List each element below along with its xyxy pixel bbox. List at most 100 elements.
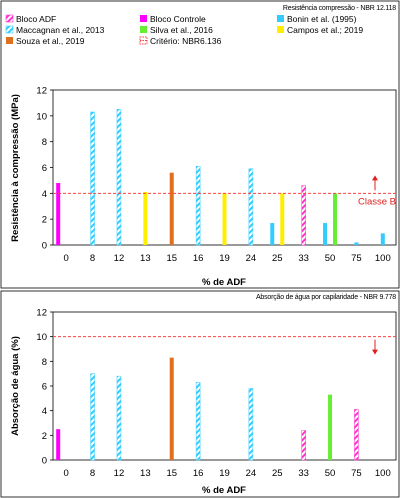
bar [328,394,333,460]
bar [301,185,306,246]
y-tick-label: 6 [42,163,47,174]
y-tick-label: 2 [42,431,47,442]
bar [56,429,61,460]
legend-item: Bloco Controle [140,14,206,24]
x-tick-label: 15 [166,253,177,264]
x-tick-label: 8 [90,468,95,479]
x-tick-label: 13 [140,468,151,479]
bar [301,430,306,461]
y-tick-label: 12 [36,308,47,319]
legend-label: Silva et al., 2016 [150,25,213,35]
legend-label: Campos et al.; 2019 [287,25,363,35]
legend-label: Bloco ADF [16,14,56,24]
top-x-axis-label: % de ADF [202,277,246,288]
arrow-head-down [372,349,378,355]
y-tick-label: 0 [42,241,47,252]
legend-item: Campos et al.; 2019 [277,25,363,35]
bar [116,375,122,461]
legend-item: Maccagnan et al., 2013 [5,25,105,35]
legend-label: Bloco Controle [150,14,206,24]
x-tick-label: 33 [298,253,309,264]
legend-swatch [5,14,14,23]
y-tick-label: 10 [36,111,47,122]
bottom-chart-note: Absorção de água por capilaridade - NBR … [256,294,396,301]
legend-label: Critério: NBR6.136 [150,36,222,46]
x-tick-label: 12 [114,468,125,479]
bar [270,223,275,245]
x-tick-label: 16 [193,468,204,479]
top-bars [56,109,385,246]
x-tick-label: 75 [351,253,362,264]
y-tick-label: 8 [42,357,47,368]
y-tick-label: 8 [42,137,47,148]
x-tick-label: 19 [219,253,230,264]
bar [116,109,122,246]
x-tick-label: 24 [246,468,257,479]
legend-swatch [6,37,13,44]
x-tick-label: 33 [298,468,309,479]
y-tick-label: 10 [36,332,47,343]
bottom-y-axis-label: Absorção de água (%) [10,336,21,436]
x-tick-label: 50 [325,253,336,264]
x-tick-label: 16 [193,253,204,264]
bottom-y-ticks: 0 2 4 6 8 10 12 [36,308,53,467]
bar [380,233,385,245]
legend-label: Souza et al., 2019 [16,36,85,46]
legend-swatch [277,15,284,22]
bottom-plot-area [52,311,397,461]
bar [354,409,359,461]
top-y-axis-label: Resistência à compressão (MPa) [10,94,21,242]
x-tick-label: 15 [166,468,177,479]
top-y-ticks: 0 2 4 6 8 10 12 [36,86,53,252]
y-tick-label: 4 [42,406,47,417]
legend-item: Bonin et al. (1995) [277,14,357,24]
bar [248,168,254,246]
top-x-ticks: 0 8 12 13 15 16 19 24 25 33 50 75 100 [64,253,391,264]
bar [333,193,338,245]
bottom-threshold-arrow [372,339,378,355]
bar [195,165,201,246]
top-chart-note: Resistência compressão - NBR 12.118 [283,5,396,12]
y-tick-label: 4 [42,189,47,200]
bar [195,382,201,461]
bar [354,242,359,245]
legend-item: Bloco ADF [5,14,56,24]
x-tick-label: 100 [375,468,391,479]
bottom-bars [56,357,359,461]
arrow-head-up [372,175,378,181]
x-tick-label: 8 [90,253,95,264]
x-tick-label: 100 [375,253,391,264]
legend-swatch [140,15,147,22]
y-tick-label: 0 [42,456,47,467]
legend-swatch [140,26,147,33]
y-tick-label: 6 [42,382,47,393]
legend-swatch [277,26,284,33]
bar [143,192,148,245]
bottom-x-axis-label: % de ADF [202,485,246,496]
legend: Bloco ADF Bloco Controle Bonin et al. (199… [5,14,363,46]
x-tick-label: 75 [351,468,362,479]
y-tick-label: 12 [36,86,47,97]
legend-label: Bonin et al. (1995) [287,14,357,24]
bar [90,111,95,246]
legend-item: Silva et al., 2016 [140,25,213,35]
x-tick-label: 13 [140,253,151,264]
x-tick-label: 19 [219,468,230,479]
x-tick-label: 50 [325,468,336,479]
x-tick-label: 12 [114,253,125,264]
bar [90,373,95,461]
top-threshold-arrow [372,175,378,191]
legend-label: Maccagnan et al., 2013 [16,25,105,35]
bar [169,357,174,460]
bar [248,388,254,461]
y-tick-label: 2 [42,215,47,226]
bottom-x-ticks: 0 8 12 13 15 16 19 24 25 33 50 75 100 [64,468,391,479]
bar [169,172,174,245]
bar [280,193,285,245]
bar [222,193,227,245]
x-tick-label: 25 [272,253,283,264]
legend-swatch [5,25,14,34]
